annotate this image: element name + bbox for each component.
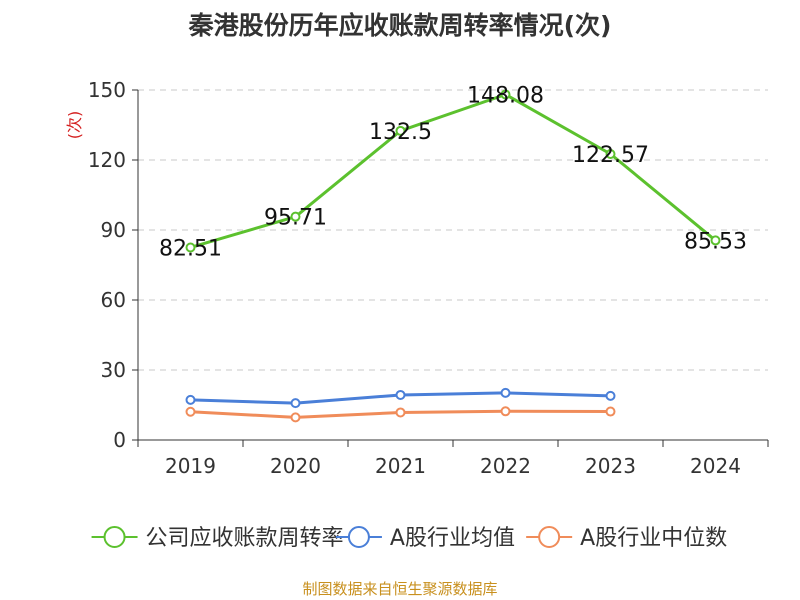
legend-circle-icon — [538, 526, 561, 548]
data-label: 148.08 — [467, 83, 544, 108]
data-point — [500, 89, 511, 100]
data-labels: 82.51 95.71 132.5 148.08 122.57 85.53 — [159, 83, 747, 261]
legend-item[interactable]: 公司应收账款周转率 — [91, 526, 344, 551]
x-tick-label: 2019 — [165, 454, 216, 478]
y-tick-label: 150 — [88, 78, 126, 102]
x-tick-label: 2020 — [270, 454, 321, 478]
data-label: 85.53 — [684, 229, 747, 254]
data-point — [500, 387, 511, 398]
data-label: 95.71 — [264, 206, 327, 231]
legend-circle-icon — [103, 526, 126, 548]
data-label: 82.51 — [159, 236, 222, 261]
legend-label: 公司应收账款周转率 — [146, 526, 344, 551]
y-tick-label: 60 — [101, 288, 126, 312]
x-tick-label: 2022 — [480, 454, 531, 478]
axes: 0 30 60 90 120 150 2019 2020 2021 2022 2023 2024 (次) — [65, 78, 769, 478]
series-layer — [185, 89, 721, 423]
y-tick-label: 120 — [88, 148, 126, 172]
data-point — [605, 406, 616, 417]
y-axis-label: (次) — [65, 111, 84, 140]
source-note: 制图数据来自恒生聚源数据库 — [302, 580, 498, 598]
x-tick-label: 2024 — [690, 454, 741, 478]
data-point — [500, 406, 511, 417]
legend: 公司应收账款周转率 A股行业均值 A股行业中位数 — [91, 526, 727, 551]
data-point — [395, 407, 406, 418]
data-point — [395, 389, 406, 400]
data-point — [185, 394, 196, 405]
data-point — [290, 398, 301, 409]
x-tick-label: 2021 — [375, 454, 426, 478]
data-label: 122.57 — [572, 143, 649, 168]
data-point — [605, 149, 616, 160]
legend-circle-icon — [347, 526, 370, 548]
chart-title: 秦港股份历年应收账款周转率情况(次) — [188, 11, 612, 40]
y-tick-label: 90 — [101, 218, 126, 242]
data-point — [605, 390, 616, 401]
legend-item[interactable]: A股行业中位数 — [526, 526, 727, 551]
legend-label: A股行业中位数 — [580, 526, 727, 551]
data-point — [395, 125, 406, 136]
grid-lines — [138, 89, 768, 371]
series-line — [190, 92, 717, 249]
legend-item[interactable]: A股行业均值 — [335, 526, 515, 551]
data-point — [710, 235, 721, 246]
y-tick-label: 0 — [113, 428, 126, 452]
data-point — [290, 211, 301, 222]
data-point — [185, 406, 196, 417]
x-tick-label: 2023 — [585, 454, 636, 478]
data-point — [185, 242, 196, 253]
data-label: 132.5 — [369, 120, 432, 145]
data-point — [290, 412, 301, 423]
legend-label: A股行业均值 — [390, 526, 515, 551]
y-tick-label: 30 — [101, 358, 126, 382]
